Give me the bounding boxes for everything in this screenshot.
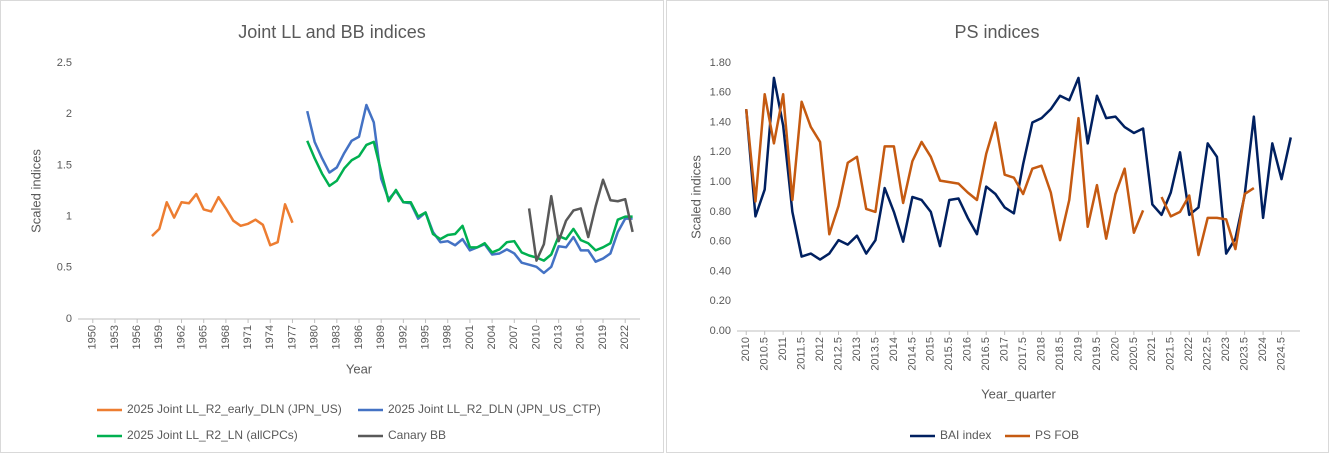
y-tick-label: 0.40 bbox=[710, 265, 731, 277]
legend-label: Canary BB bbox=[388, 428, 446, 442]
x-tick-label: 2018 bbox=[1035, 337, 1047, 361]
x-tick-label: 2022 bbox=[619, 325, 631, 349]
x-tick-label: 2011.5 bbox=[796, 337, 808, 370]
y-tick-label: 1.5 bbox=[57, 159, 72, 171]
x-tick-label: 2020.5 bbox=[1128, 337, 1140, 371]
x-tick-label: 2019.5 bbox=[1091, 337, 1103, 371]
y-tick-label: 0.60 bbox=[710, 236, 731, 248]
y-tick-label: 2 bbox=[66, 108, 72, 120]
x-tick-label: 2013 bbox=[553, 325, 565, 349]
x-tick-label: 2011 bbox=[777, 337, 789, 361]
x-axis-label: Year_quarter bbox=[981, 386, 1056, 401]
y-tick-label: 1.40 bbox=[710, 116, 731, 128]
series-line bbox=[744, 76, 1292, 261]
x-tick-label: 2012.5 bbox=[832, 337, 844, 371]
y-tick-label: 2.5 bbox=[57, 57, 72, 69]
right-panel bbox=[666, 0, 1329, 453]
chart-title: Joint LL and BB indices bbox=[238, 22, 425, 42]
x-tick-label: 2007 bbox=[508, 325, 520, 349]
x-tick-label: 2016 bbox=[575, 325, 587, 349]
x-tick-label: 2019 bbox=[597, 325, 609, 349]
x-tick-label: 1953 bbox=[109, 325, 121, 349]
x-tick-label: 1986 bbox=[353, 325, 365, 349]
y-tick-label: 0.00 bbox=[710, 325, 731, 337]
x-tick-label: 2012 bbox=[814, 337, 826, 361]
x-tick-label: 2023.5 bbox=[1239, 337, 1251, 371]
y-tick-label: 1.00 bbox=[710, 176, 731, 188]
x-tick-label: 2023 bbox=[1220, 337, 1232, 361]
x-tick-label: 2024 bbox=[1257, 337, 1269, 361]
x-tick-label: 2015 bbox=[925, 337, 937, 361]
x-tick-label: 2014.5 bbox=[906, 337, 918, 371]
x-tick-label: 1992 bbox=[397, 325, 409, 349]
y-tick-label: 1.80 bbox=[710, 57, 731, 69]
x-tick-label: 2014 bbox=[888, 337, 900, 361]
x-tick-label: 2020 bbox=[1109, 337, 1121, 361]
x-tick-label: 1980 bbox=[309, 325, 321, 349]
x-tick-label: 2018.5 bbox=[1054, 337, 1066, 371]
chart-title: PS indices bbox=[954, 22, 1039, 42]
series-line bbox=[527, 178, 634, 262]
y-tick-label: 1.60 bbox=[710, 87, 731, 99]
series-line bbox=[151, 192, 294, 247]
legend-label: 2025 Joint LL_R2_LN (allCPCs) bbox=[127, 428, 298, 442]
x-tick-label: 2010 bbox=[740, 337, 752, 361]
x-tick-label: 1983 bbox=[331, 325, 343, 349]
x-tick-label: 2022.5 bbox=[1202, 337, 1214, 371]
x-tick-label: 1974 bbox=[264, 325, 276, 349]
y-tick-label: 0.80 bbox=[710, 206, 731, 218]
x-tick-label: 2010 bbox=[530, 325, 542, 349]
y-tick-label: 0 bbox=[66, 313, 72, 325]
x-tick-label: 2004 bbox=[486, 325, 498, 349]
x-tick-label: 1965 bbox=[198, 325, 210, 349]
y-axis-label: Scaled indices bbox=[28, 149, 43, 233]
x-tick-label: 2017 bbox=[999, 337, 1011, 361]
x-tick-label: 1971 bbox=[242, 325, 254, 349]
legend-label: 2025 Joint LL_R2_early_DLN (JPN_US) bbox=[127, 402, 342, 416]
x-tick-label: 2022 bbox=[1183, 337, 1195, 361]
x-axis-label: Year bbox=[346, 361, 373, 376]
x-tick-label: 1998 bbox=[442, 325, 454, 349]
y-tick-label: 1.20 bbox=[710, 146, 731, 158]
x-tick-label: 1968 bbox=[220, 325, 232, 349]
x-tick-label: 2013.5 bbox=[869, 337, 881, 371]
series-line bbox=[306, 103, 633, 275]
left-panel bbox=[0, 0, 664, 453]
x-tick-label: 1962 bbox=[175, 325, 187, 349]
x-tick-label: 2021 bbox=[1146, 337, 1158, 361]
y-tick-label: 0.20 bbox=[710, 295, 731, 307]
series-line bbox=[306, 140, 633, 262]
legend-label: 2025 Joint LL_R2_DLN (JPN_US_CTP) bbox=[388, 402, 601, 416]
y-tick-label: 0.5 bbox=[57, 262, 72, 274]
x-tick-label: 1995 bbox=[419, 325, 431, 349]
series-line bbox=[744, 93, 1255, 257]
x-tick-label: 2001 bbox=[464, 325, 476, 349]
x-tick-label: 2016.5 bbox=[980, 337, 992, 371]
legend-label: BAI index bbox=[940, 428, 991, 442]
x-tick-label: 2024.5 bbox=[1275, 337, 1287, 371]
x-tick-label: 2017.5 bbox=[1017, 337, 1029, 371]
x-tick-label: 2021.5 bbox=[1165, 337, 1177, 371]
x-tick-label: 1989 bbox=[375, 325, 387, 349]
x-tick-label: 1959 bbox=[153, 325, 165, 349]
x-tick-label: 2016 bbox=[962, 337, 974, 361]
x-tick-label: 2013 bbox=[851, 337, 863, 361]
x-tick-label: 1950 bbox=[87, 325, 99, 349]
x-tick-label: 1956 bbox=[131, 325, 143, 349]
x-tick-label: 1977 bbox=[286, 325, 298, 349]
x-tick-label: 2015.5 bbox=[943, 337, 955, 371]
y-tick-label: 1 bbox=[66, 211, 72, 223]
x-tick-label: 2019 bbox=[1072, 337, 1084, 361]
legend-label: PS FOB bbox=[1035, 428, 1079, 442]
x-tick-label: 2010.5 bbox=[759, 337, 771, 371]
y-axis-label: Scaled indices bbox=[688, 155, 703, 239]
